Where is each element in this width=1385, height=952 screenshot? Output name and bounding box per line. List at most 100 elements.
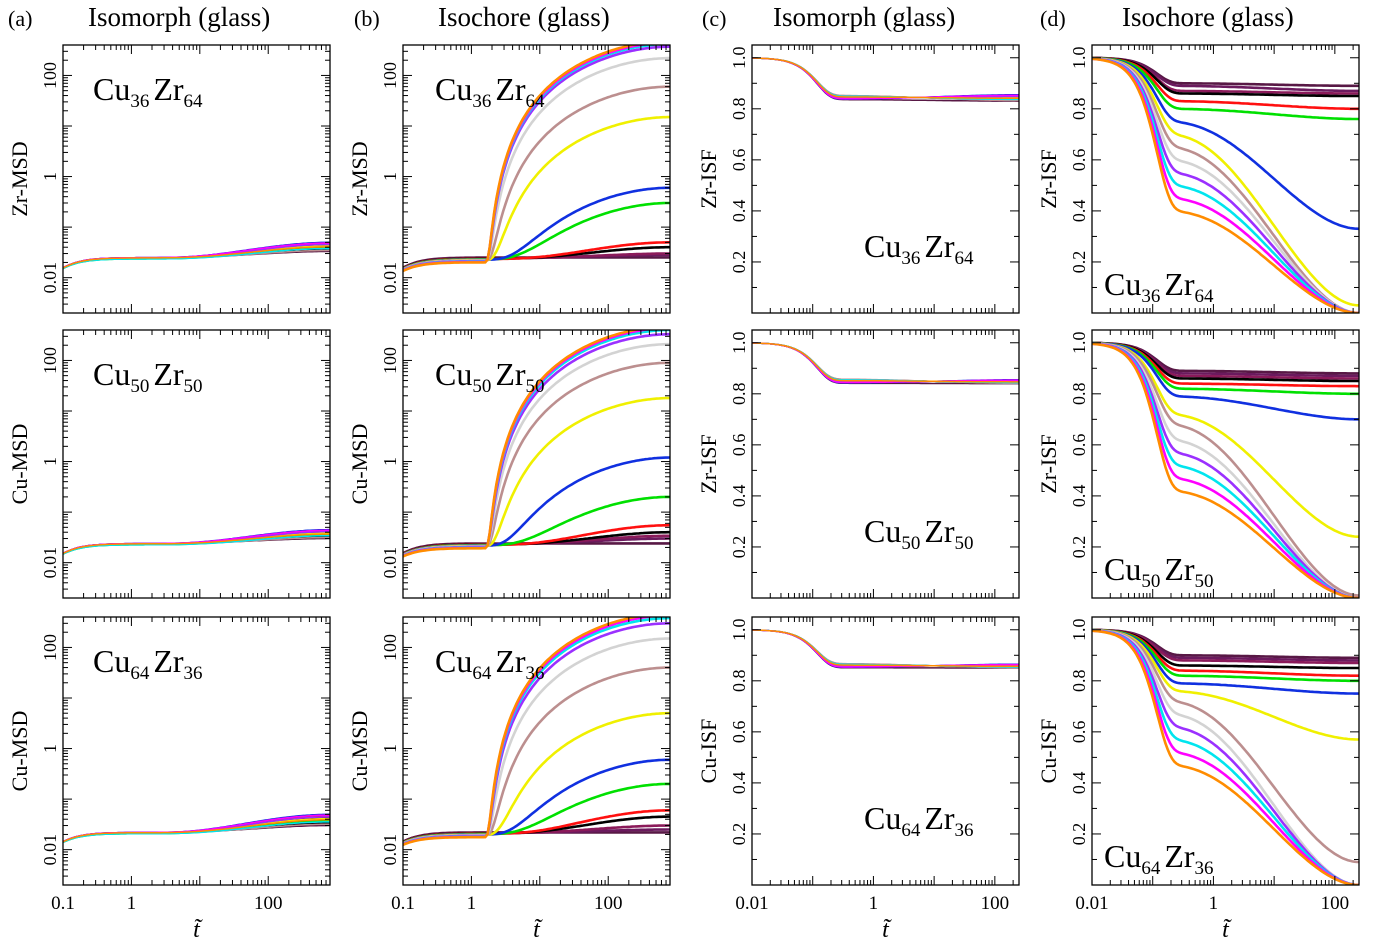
panel-b3: 0.01 1 100 0.1 1 100 Cu-MSD t̃ Cu64 Zr36 bbox=[347, 616, 671, 943]
y-axis-label: Cu-ISF bbox=[696, 719, 721, 784]
axis-ticks bbox=[62, 44, 331, 314]
axis-ticks bbox=[751, 330, 1019, 598]
y-tick-label: 0.2 bbox=[729, 823, 749, 846]
panel-a3: 0.01 1 100 0.1 1 100 Cu-MSD t̃ Cu64 Zr36 bbox=[7, 616, 331, 943]
x-axis-label: t̃ bbox=[533, 917, 543, 943]
series-line bbox=[1092, 56, 1359, 121]
axis-ticks bbox=[62, 616, 331, 886]
panel-a2: 0.01 1 100 Cu-MSD Cu50 Zr50 bbox=[7, 329, 331, 599]
y-axis-label: Cu-MSD bbox=[7, 711, 32, 792]
series-line bbox=[752, 342, 1019, 385]
y-axis-label: Cu-MSD bbox=[347, 711, 372, 792]
series-line bbox=[1092, 57, 1359, 313]
panel-d1: 0.2 0.4 0.6 0.8 1.0 Zr-ISF Cu36 Zr64 bbox=[1036, 44, 1360, 314]
y-tick-label: 0.8 bbox=[729, 383, 749, 406]
series-group bbox=[752, 57, 1019, 102]
series-line bbox=[752, 629, 1019, 668]
series-line bbox=[403, 617, 642, 847]
y-tick-label: 0.6 bbox=[729, 149, 749, 172]
series-line bbox=[63, 247, 330, 270]
panel-letter: (d) bbox=[1040, 6, 1066, 31]
y-tick-label: 0.01 bbox=[40, 262, 60, 294]
y-tick-label: 0.4 bbox=[1069, 485, 1089, 508]
panel-d3: 0.2 0.4 0.6 0.8 1.0 0.01 1 100 Cu-ISF t̃ Cu64 Zr36 bbox=[1036, 616, 1360, 943]
panel-letter: (b) bbox=[354, 6, 380, 31]
composition-label: Cu36 Zr64 bbox=[1104, 266, 1214, 307]
y-tick-label: 0.2 bbox=[729, 536, 749, 559]
series-line bbox=[752, 57, 1019, 100]
x-axis-label: t̃ bbox=[193, 917, 203, 943]
y-tick-label: 0.6 bbox=[729, 721, 749, 744]
composition-label: Cu64 Zr36 bbox=[864, 800, 974, 841]
panel-a1: 0.01 1 100 Zr-MSD Cu36 Zr64 bbox=[7, 44, 331, 314]
column-title: Isomorph (glass) bbox=[773, 2, 955, 32]
series-group bbox=[63, 528, 330, 555]
y-tick-label: 1.0 bbox=[729, 47, 749, 69]
series-line bbox=[752, 57, 1019, 101]
panel-b1: 0.01 1 100 Zr-MSD Cu36 Zr64 bbox=[347, 44, 671, 314]
y-axis-label: Zr-ISF bbox=[1036, 149, 1061, 208]
series-line bbox=[403, 85, 670, 271]
series-group bbox=[403, 617, 670, 847]
y-tick-label: 0.01 bbox=[40, 547, 60, 579]
y-tick-label: 0.01 bbox=[380, 547, 400, 579]
plot-frame bbox=[1091, 44, 1360, 314]
y-tick-label: 1 bbox=[40, 744, 60, 753]
y-axis-label: Zr-MSD bbox=[7, 141, 32, 216]
series-line bbox=[1092, 57, 1359, 313]
series-line bbox=[1092, 629, 1359, 885]
y-axis-label: Cu-ISF bbox=[1036, 719, 1061, 784]
panel-c3: 0.2 0.4 0.6 0.8 1.0 0.01 1 100 Cu-ISF t̃ Cu64 Zr36 bbox=[696, 616, 1020, 943]
y-tick-label: 0.01 bbox=[380, 834, 400, 866]
y-tick-label: 0.4 bbox=[729, 200, 749, 223]
y-tick-label: 1 bbox=[40, 172, 60, 181]
y-tick-label: 0.4 bbox=[1069, 200, 1089, 223]
axis-ticks bbox=[402, 616, 671, 886]
series-line bbox=[752, 57, 1019, 100]
x-tick-label: 1 bbox=[127, 893, 137, 914]
series-line bbox=[1092, 629, 1359, 885]
y-axis-label: Cu-MSD bbox=[347, 424, 372, 505]
y-tick-label: 0.6 bbox=[729, 434, 749, 457]
y-tick-label: 0.8 bbox=[729, 670, 749, 693]
series-line bbox=[1092, 342, 1359, 597]
series-line bbox=[403, 45, 640, 273]
y-tick-label: 0.8 bbox=[729, 98, 749, 121]
axis-ticks bbox=[1091, 45, 1359, 313]
series-line bbox=[63, 534, 330, 555]
series-line bbox=[1092, 342, 1359, 598]
y-tick-label: 1 bbox=[380, 744, 400, 753]
series-line bbox=[1092, 629, 1359, 864]
y-tick-label: 0.2 bbox=[729, 251, 749, 274]
x-tick-label: 100 bbox=[981, 893, 1010, 914]
y-tick-label: 100 bbox=[40, 62, 60, 89]
series-line bbox=[1092, 56, 1359, 231]
composition-label: Cu50 Zr50 bbox=[93, 356, 203, 397]
y-tick-label: 0.4 bbox=[1069, 772, 1089, 795]
y-axis-label: Zr-ISF bbox=[696, 149, 721, 208]
y-tick-label: 0.8 bbox=[1069, 670, 1089, 693]
plot-frame bbox=[1091, 329, 1360, 599]
series-line bbox=[63, 533, 330, 555]
y-tick-label: 1.0 bbox=[1069, 47, 1089, 69]
y-tick-label: 1.0 bbox=[729, 619, 749, 642]
composition-label: Cu36 Zr64 bbox=[864, 228, 974, 269]
plot-frame bbox=[751, 329, 1020, 599]
panel-b2: 0.01 1 100 Cu-MSD Cu50 Zr50 bbox=[347, 329, 671, 599]
y-tick-label: 0.4 bbox=[729, 772, 749, 795]
y-axis-label: Zr-MSD bbox=[347, 141, 372, 216]
y-tick-label: 1.0 bbox=[1069, 619, 1089, 642]
composition-label: Cu36 Zr64 bbox=[93, 71, 203, 112]
composition-label: Cu50 Zr50 bbox=[435, 356, 545, 397]
series-group bbox=[403, 330, 670, 558]
y-tick-label: 0.2 bbox=[1069, 251, 1089, 274]
y-tick-label: 100 bbox=[380, 347, 400, 374]
series-line bbox=[1092, 342, 1359, 598]
y-tick-label: 0.01 bbox=[380, 262, 400, 294]
series-line bbox=[1092, 629, 1359, 885]
series-line bbox=[63, 821, 330, 844]
y-tick-label: 1 bbox=[40, 457, 60, 466]
y-tick-label: 100 bbox=[380, 62, 400, 89]
x-tick-label: 1 bbox=[1209, 893, 1219, 914]
